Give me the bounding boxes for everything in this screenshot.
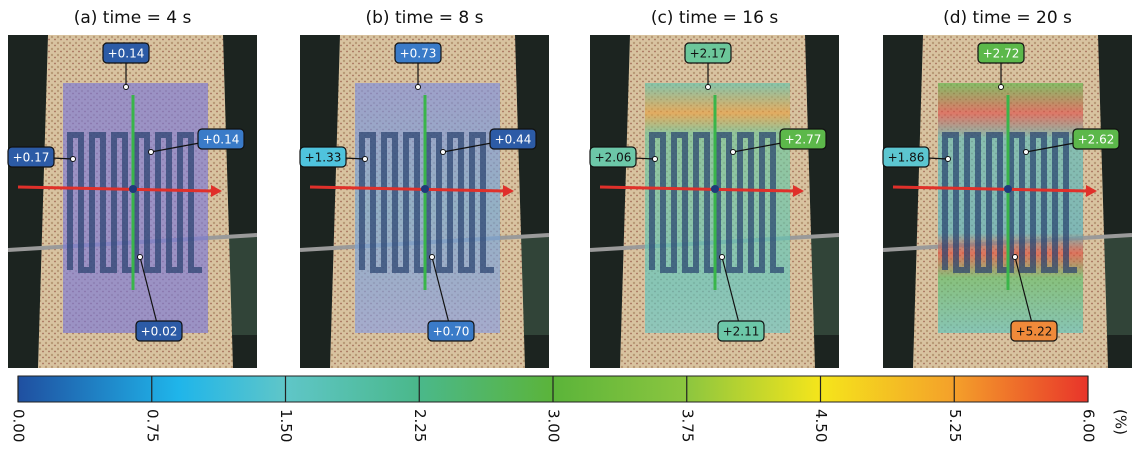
value-label: +2.62 <box>1078 133 1115 147</box>
red-axis <box>599 185 796 193</box>
panel-title: (d) time = 20 s <box>943 8 1072 28</box>
value-label: +0.44 <box>495 133 532 147</box>
panel: +2.72 +1.86 +2.62 +5.22 <box>882 35 1132 368</box>
colorbar-tick-label: 3.00 <box>545 409 563 442</box>
value-label: +0.14 <box>203 133 240 147</box>
photo <box>883 35 1132 368</box>
leader-dot <box>705 84 711 90</box>
value-label: +0.02 <box>141 325 178 339</box>
colorbar-tick-label: 6.00 <box>1080 409 1098 442</box>
colorbar-tick-label: 0.00 <box>10 409 28 442</box>
colorbar-tick-label: 4.50 <box>812 409 830 442</box>
panel: +0.14 +0.17 +0.14 +0.02 <box>7 35 257 368</box>
leader-dot <box>70 156 76 162</box>
center <box>1004 185 1012 193</box>
serpentine <box>942 132 1077 273</box>
red-arrowhead <box>211 185 222 197</box>
value-label: +2.11 <box>723 325 760 339</box>
leader-dot <box>440 149 446 155</box>
value-box <box>1072 128 1120 150</box>
value-box <box>7 146 55 168</box>
value-box <box>197 128 245 150</box>
leader-dot <box>362 156 368 162</box>
value-label: +1.86 <box>888 151 925 165</box>
value-box <box>1010 320 1058 342</box>
leader <box>1014 256 1035 332</box>
panel-title: (b) time = 8 s <box>366 8 484 28</box>
photo <box>300 35 549 368</box>
value-box <box>717 320 765 342</box>
photo <box>8 35 257 368</box>
value-label: +0.17 <box>13 151 50 165</box>
value-box <box>589 146 637 168</box>
value-label: +0.14 <box>108 47 145 61</box>
red-arrowhead <box>1086 185 1097 197</box>
value-box <box>684 42 732 64</box>
value-box <box>882 146 930 168</box>
leader-dot <box>719 254 725 260</box>
value-label: +2.72 <box>983 47 1020 61</box>
leader-dot <box>730 149 736 155</box>
value-box <box>102 42 150 64</box>
value-label: +2.77 <box>785 133 822 147</box>
center <box>421 185 429 193</box>
leader-dot <box>1023 149 1029 155</box>
red-axis <box>17 185 214 193</box>
red-axis <box>892 185 1089 193</box>
serpentine <box>67 132 202 273</box>
value-label: +2.17 <box>690 47 727 61</box>
leader-dot <box>998 84 1004 90</box>
red-axis <box>309 185 506 193</box>
panel-title: (c) time = 16 s <box>651 8 779 28</box>
colorbar-tick-label: 3.75 <box>678 409 696 442</box>
value-label: +5.22 <box>1016 325 1053 339</box>
center <box>129 185 137 193</box>
leader <box>431 256 452 332</box>
panel: +2.17 +2.06 +2.77 +2.11 <box>589 35 839 368</box>
leader-dot <box>148 149 154 155</box>
leader-dot <box>123 84 129 90</box>
leader-dot <box>652 156 658 162</box>
value-box <box>427 320 475 342</box>
red-arrowhead <box>503 185 514 197</box>
serpentine <box>359 132 494 273</box>
colorbar-tick-label: 1.50 <box>277 409 295 442</box>
value-box <box>779 128 827 150</box>
value-box <box>135 320 183 342</box>
value-label: +1.33 <box>305 151 342 165</box>
value-box <box>977 42 1025 64</box>
leader <box>721 256 742 332</box>
value-label: +2.06 <box>595 151 632 165</box>
leader-dot <box>415 84 421 90</box>
leader-dot <box>429 254 435 260</box>
panel-title: (a) time = 4 s <box>74 8 192 28</box>
colorbar-unit: (%) <box>1112 409 1130 435</box>
colorbar-tick-label: 0.75 <box>143 409 161 442</box>
leader <box>139 256 160 332</box>
photo <box>590 35 839 368</box>
leader-dot <box>1012 254 1018 260</box>
value-label: +0.73 <box>400 47 437 61</box>
colorbar-tick-label: 5.25 <box>946 409 964 442</box>
leader-dot <box>945 156 951 162</box>
leader-dot <box>137 254 143 260</box>
value-box <box>299 146 347 168</box>
center <box>711 185 719 193</box>
value-label: +0.70 <box>433 325 470 339</box>
value-box <box>394 42 442 64</box>
red-arrowhead <box>793 185 804 197</box>
panel: +0.73 +1.33 +0.44 +0.70 <box>299 35 549 368</box>
serpentine <box>649 132 784 273</box>
colorbar-tick-label: 2.25 <box>411 409 429 442</box>
value-box <box>489 128 537 150</box>
